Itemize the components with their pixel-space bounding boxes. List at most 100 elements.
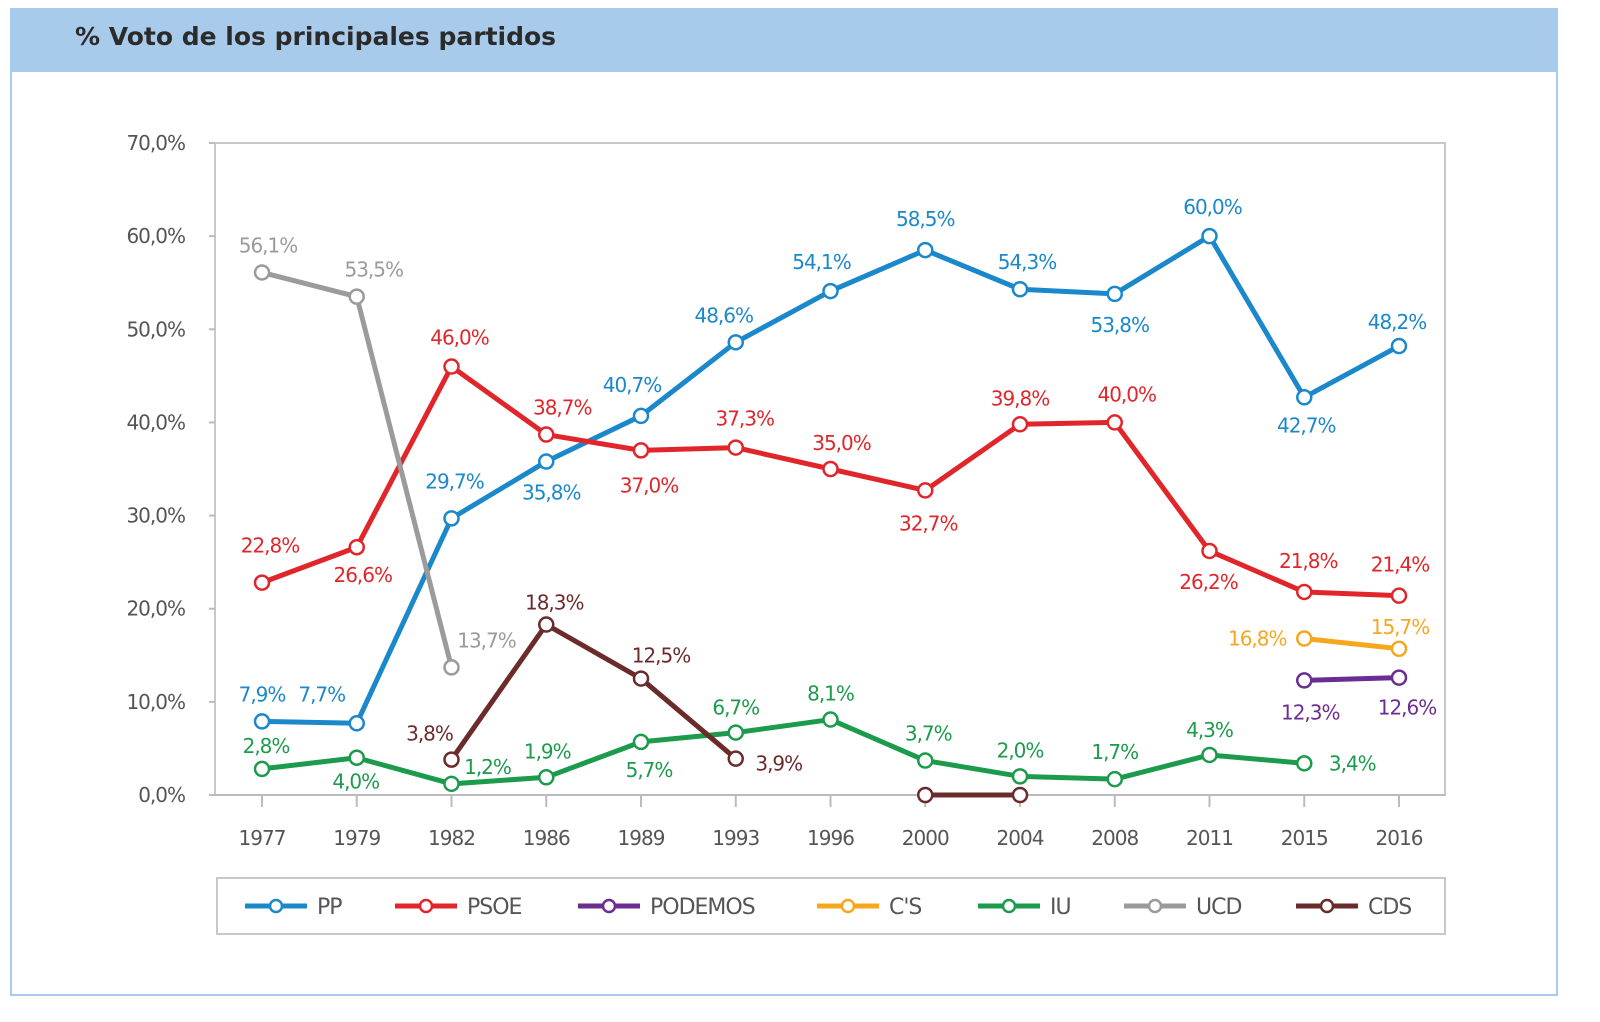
data-label-iu: 4,3% [1186,718,1233,742]
data-label-psoe: 26,6% [333,563,392,587]
x-tick-label: 2011 [1186,826,1233,850]
data-label-cds: 3,9% [755,752,802,776]
x-tick-label: 1986 [523,826,570,850]
data-point-iu [1011,768,1029,785]
data-point-podemos [1296,672,1313,689]
data-point-podemos [1390,669,1408,686]
data-label-cds: 3,8% [406,722,453,746]
data-label-psoe: 37,0% [620,473,679,497]
x-tick-label: 2004 [997,826,1044,850]
data-label-pp: 35,8% [522,481,581,505]
data-label-psoe: 21,4% [1371,553,1430,577]
data-label-pp: 7,7% [298,682,345,706]
data-label-cs: 16,8% [1228,627,1287,651]
data-label-pp: 58,5% [896,207,955,231]
data-label-psoe: 38,7% [533,396,592,420]
series-line-ucd [261,270,454,669]
data-label-iu: 3,7% [905,722,952,746]
data-label-iu: 6,7% [712,696,759,720]
legend-marker-cds [1319,898,1335,914]
y-tick-label: 70,0% [126,131,185,155]
data-point-psoe [632,442,650,459]
data-label-ucd: 13,7% [457,628,516,652]
data-point-iu [348,749,365,766]
legend-label-psoe: PSOE [467,895,522,920]
data-point-pp [1296,389,1313,406]
data-point-iu [253,760,271,778]
data-point-iu [917,752,934,769]
data-point-pp [822,282,839,300]
data-point-psoe [1296,583,1313,601]
data-point-psoe [917,482,934,499]
data-point-iu [1106,770,1123,788]
x-tick-label: 1977 [239,826,286,850]
data-point-psoe [1390,587,1408,604]
data-label-cds: 12,5% [632,644,691,668]
x-tick-label: 1996 [807,826,854,850]
data-point-pp [1390,337,1408,355]
data-point-ucd [348,288,365,305]
data-point-pp [538,453,555,470]
data-point-iu [1201,746,1218,764]
data-point-ucd [443,659,460,676]
series-line-podemos [1304,675,1400,683]
data-label-iu: 3,4% [1329,751,1376,775]
x-tick-label: 1979 [333,826,380,850]
data-label-psoe: 39,8% [991,386,1050,410]
data-point-cds [538,616,555,633]
data-label-iu: 1,7% [1091,740,1138,764]
data-point-cds [443,751,460,768]
data-point-psoe [538,426,555,443]
x-tick-label: 1989 [618,826,665,850]
data-point-psoe [1011,416,1029,433]
x-tick-label: 1982 [428,826,475,850]
y-tick-label: 60,0% [126,224,185,248]
y-tick-label: 0,0% [138,783,185,807]
data-label-iu: 4,0% [332,770,379,794]
y-tick-label: 10,0% [126,690,185,714]
data-label-psoe: 40,0% [1097,382,1156,406]
data-label-ucd: 53,5% [344,258,403,282]
data-point-pp [632,407,650,425]
data-point-pp [917,241,934,259]
data-label-pp: 54,3% [998,250,1057,274]
data-point-cs [1390,640,1408,658]
data-point-pp [253,713,271,730]
x-tick-label: 2015 [1281,826,1328,850]
data-label-pp: 48,2% [1368,310,1427,334]
legend-label-ucd: UCD [1196,895,1241,920]
y-tick-label: 30,0% [126,504,185,528]
data-label-iu: 2,8% [243,734,290,758]
data-point-cds [1011,786,1029,804]
series-line-iu [261,717,1305,787]
data-label-cs: 15,7% [1371,615,1430,639]
data-point-iu [632,733,650,751]
legend-marker-cs [840,898,856,914]
data-point-psoe [1201,542,1218,560]
data-label-psoe: 21,8% [1279,549,1338,573]
data-label-psoe: 46,0% [430,326,489,350]
data-label-pp: 54,1% [792,250,851,274]
data-point-cs [1296,630,1313,647]
data-label-pp: 53,8% [1090,313,1149,337]
data-label-podemos: 12,3% [1281,700,1340,724]
y-tick-label: 20,0% [126,597,185,621]
title-bar [10,8,1558,72]
data-label-pp: 48,6% [694,303,753,327]
data-label-pp: 7,9% [239,682,286,706]
legend-label-pp: PP [317,895,342,920]
data-point-iu [443,775,460,793]
y-tick-label: 50,0% [126,317,185,341]
data-point-pp [1201,227,1218,245]
data-point-cds [917,786,934,804]
data-point-pp [348,715,365,732]
data-label-pp: 60,0% [1183,195,1242,219]
data-point-cds [727,750,744,767]
legend-label-cds: CDS [1368,895,1411,920]
data-label-cds: 18,3% [525,591,584,615]
data-point-iu [1296,755,1313,772]
data-point-iu [727,724,744,741]
data-label-pp: 42,7% [1277,413,1336,437]
data-label-psoe: 32,7% [899,511,958,535]
data-label-iu: 2,0% [997,738,1044,762]
